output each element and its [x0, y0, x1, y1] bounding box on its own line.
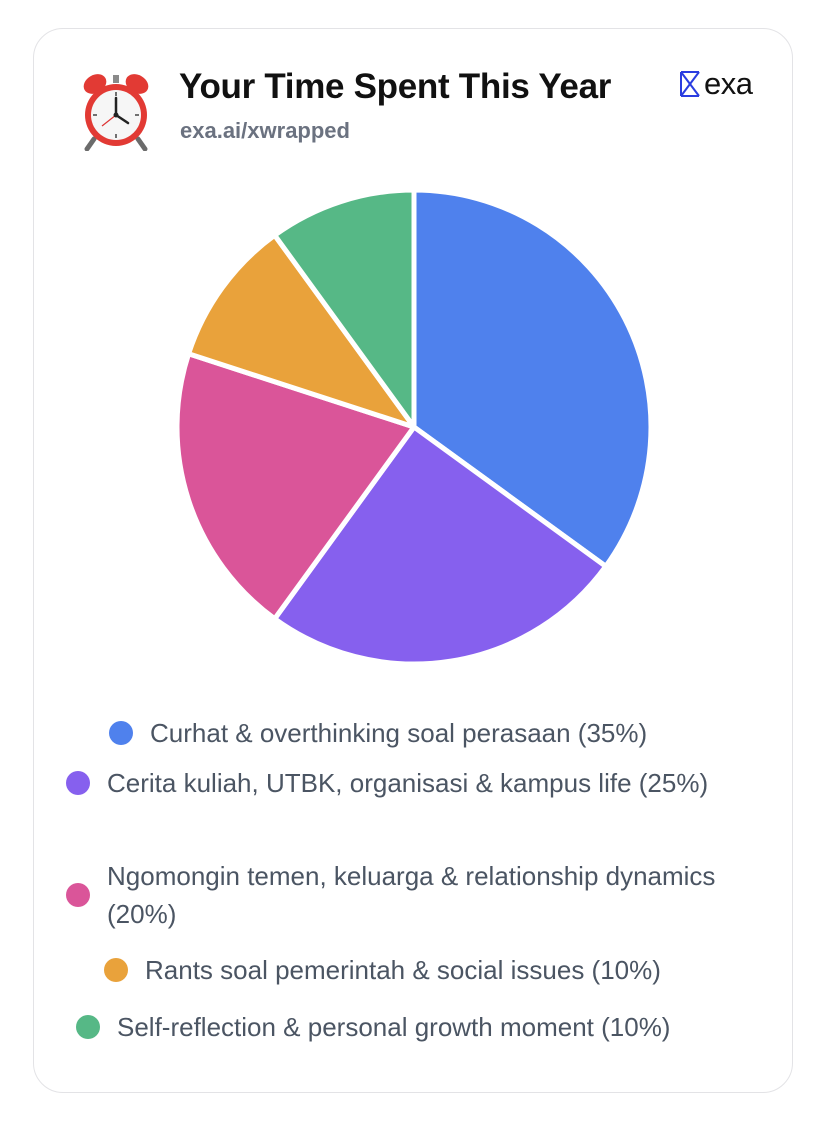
exa-logo-text: exa	[704, 66, 753, 101]
legend-label: Curhat & overthinking soal perasaan (35%…	[150, 718, 648, 748]
pie-chart	[174, 187, 654, 667]
card-header: Your Time Spent This Year exa.ai/xwrappe…	[34, 29, 792, 169]
legend-dot	[76, 1015, 100, 1039]
legend-label: Cerita kuliah, UTBK, organisasi & kampus…	[107, 768, 709, 798]
pie-slice-2	[272, 424, 609, 667]
exa-logo: exa	[680, 66, 753, 101]
legend-dot	[109, 721, 133, 745]
card-subtitle-link[interactable]: exa.ai/xwrapped	[180, 118, 350, 143]
legend-dot	[66, 883, 90, 907]
legend-item: Curhat & overthinking soal perasaan (35%…	[109, 714, 729, 752]
pie-slice-4	[186, 232, 417, 430]
legend-label: Self-reflection & personal growth moment…	[117, 1012, 671, 1042]
pie-slice-3	[174, 351, 417, 622]
card-title: Your Time Spent This Year	[179, 67, 612, 106]
legend-label: Rants soal pemerintah & social issues (1…	[145, 955, 661, 985]
pie-slice-5	[272, 187, 417, 430]
legend-item: Cerita kuliah, UTBK, organisasi & kampus…	[66, 764, 716, 802]
legend-label: Ngomongin temen, keluarga & relationship…	[107, 861, 716, 929]
legend-item: Self-reflection & personal growth moment…	[76, 1008, 776, 1046]
legend-dot	[104, 958, 128, 982]
wrapped-card: Your Time Spent This Year exa.ai/xwrappe…	[33, 28, 793, 1093]
legend-item: Ngomongin temen, keluarga & relationship…	[66, 857, 716, 933]
exa-logo-icon	[680, 71, 700, 97]
legend-dot	[66, 771, 90, 795]
pie-slice-1	[411, 187, 654, 569]
legend-item: Rants soal pemerintah & social issues (1…	[104, 951, 764, 989]
alarm-clock-icon	[83, 74, 149, 151]
